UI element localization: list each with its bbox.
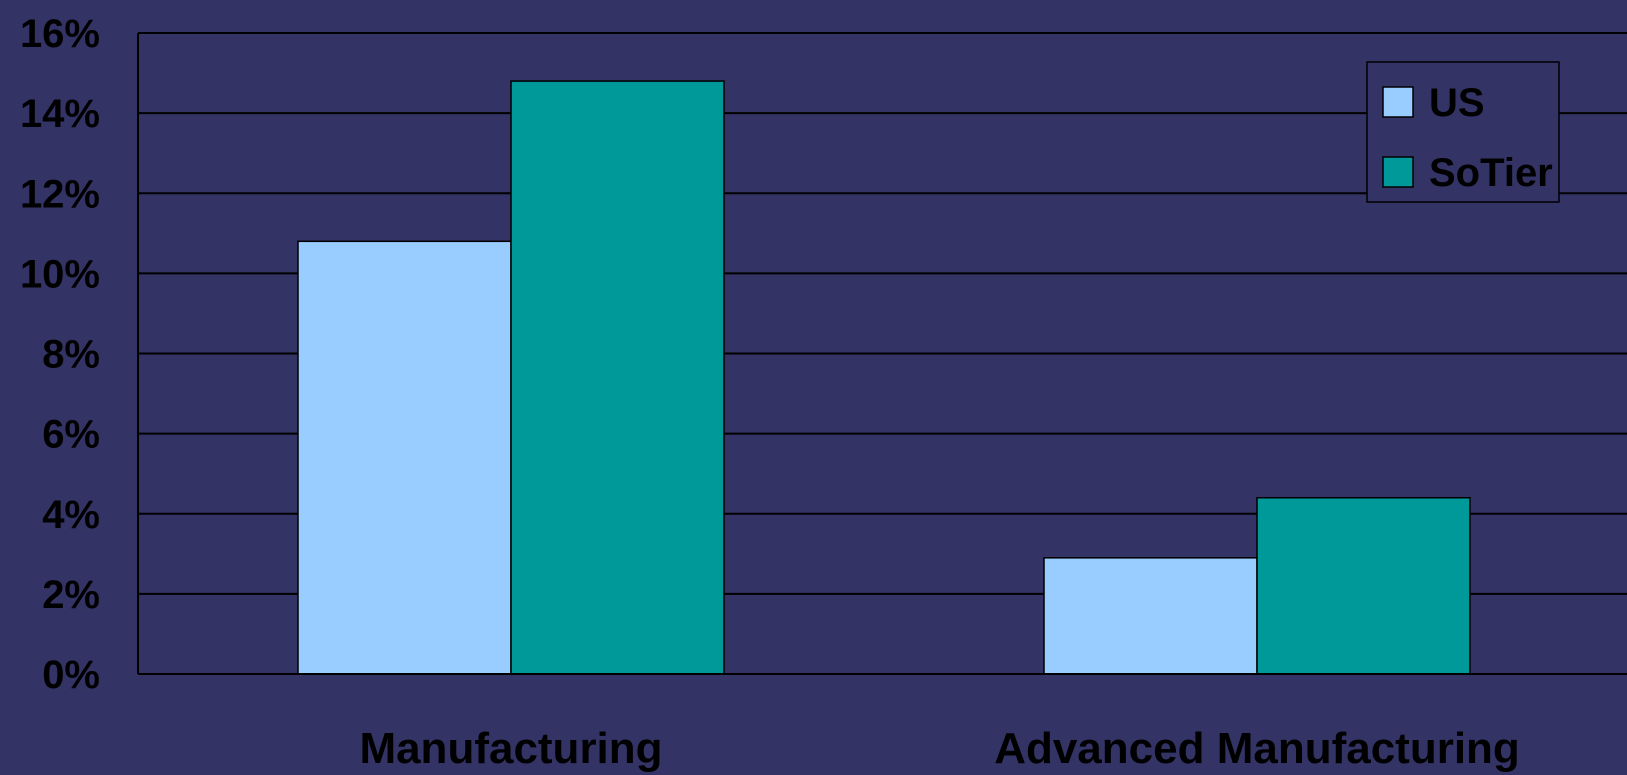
axes xyxy=(137,33,1627,675)
legend-swatch-sotier xyxy=(1382,156,1414,188)
legend-swatch-us xyxy=(1382,86,1414,118)
x-category-label: Manufacturing xyxy=(359,724,662,773)
y-tick-label: 2% xyxy=(42,573,100,617)
legend: US SoTier xyxy=(1366,61,1560,203)
x-category-labels: Manufacturing Advanced Manufacturing xyxy=(359,724,1519,773)
y-tick-labels: 0% 2% 4% 6% 8% 10% 12% 14% 16% xyxy=(20,12,100,697)
y-tick-label: 16% xyxy=(20,12,100,56)
bar-us-2 xyxy=(1043,557,1258,675)
y-tick-label: 4% xyxy=(42,493,100,537)
y-tick-label: 8% xyxy=(42,333,100,377)
y-tick-label: 0% xyxy=(42,653,100,697)
x-category-label: Advanced Manufacturing xyxy=(994,724,1520,773)
bar-us-1 xyxy=(297,240,512,675)
y-tick-label: 10% xyxy=(20,252,100,296)
bar-sotier-1 xyxy=(510,80,725,675)
legend-box xyxy=(1366,61,1560,203)
bars xyxy=(297,80,1471,675)
y-tick-label: 6% xyxy=(42,413,100,457)
y-tick-label: 14% xyxy=(20,92,100,136)
bar-sotier-2 xyxy=(1256,496,1471,675)
legend-label-sotier: SoTier xyxy=(1429,151,1553,195)
y-tick-label: 12% xyxy=(20,172,100,216)
legend-label-us: US xyxy=(1429,81,1485,125)
